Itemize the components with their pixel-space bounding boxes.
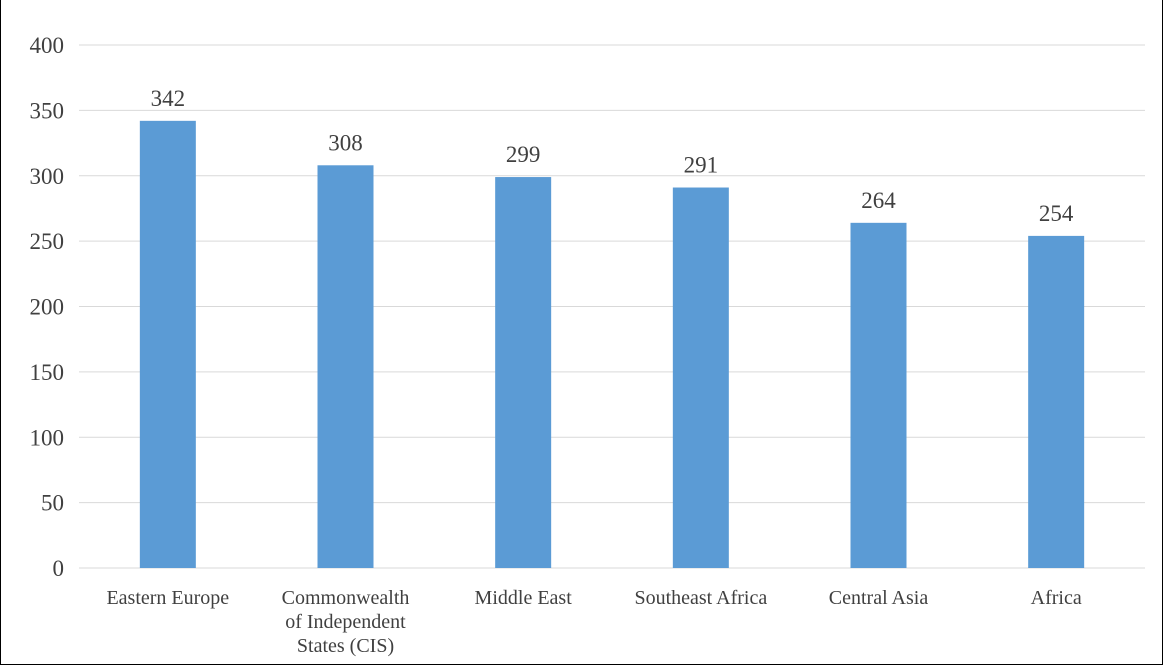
bar <box>672 187 729 568</box>
bar <box>317 165 374 569</box>
y-axis-ticks: 0 50 100 150 200 250 300 350 400 <box>30 33 65 581</box>
y-tick-label: 250 <box>30 229 65 254</box>
data-label: 299 <box>506 142 541 167</box>
bars <box>139 120 1085 569</box>
x-tick-label: Eastern Europe <box>106 587 229 609</box>
x-tick-label: Central Asia <box>829 587 929 609</box>
y-tick-label: 150 <box>30 360 65 385</box>
x-tick-label: Commonwealth of Independent States (CIS) <box>282 587 410 657</box>
x-tick-label: Africa <box>1031 587 1082 609</box>
y-tick-label: 100 <box>30 425 65 450</box>
data-label: 308 <box>328 130 363 155</box>
data-labels: 342 308 299 291 264 254 <box>151 86 1074 226</box>
y-tick-label: 300 <box>30 164 65 189</box>
gridlines <box>79 44 1145 569</box>
y-tick-label: 50 <box>41 491 64 516</box>
data-label: 291 <box>684 153 719 178</box>
bar <box>850 222 907 568</box>
data-label: 264 <box>861 188 896 213</box>
bar <box>139 120 196 569</box>
data-label: 254 <box>1039 201 1074 226</box>
x-axis-ticks: Eastern Europe Commonwealth of Independent… <box>106 587 1081 657</box>
y-tick-label: 200 <box>30 295 65 320</box>
y-tick-label: 350 <box>30 98 65 123</box>
data-label: 342 <box>151 86 186 111</box>
x-tick-label: Southeast Africa <box>634 587 767 609</box>
y-tick-label: 400 <box>30 33 65 58</box>
bar <box>495 177 552 568</box>
x-tick-label: Middle East <box>475 587 573 609</box>
y-tick-label: 0 <box>53 556 65 581</box>
bar <box>1028 235 1085 568</box>
